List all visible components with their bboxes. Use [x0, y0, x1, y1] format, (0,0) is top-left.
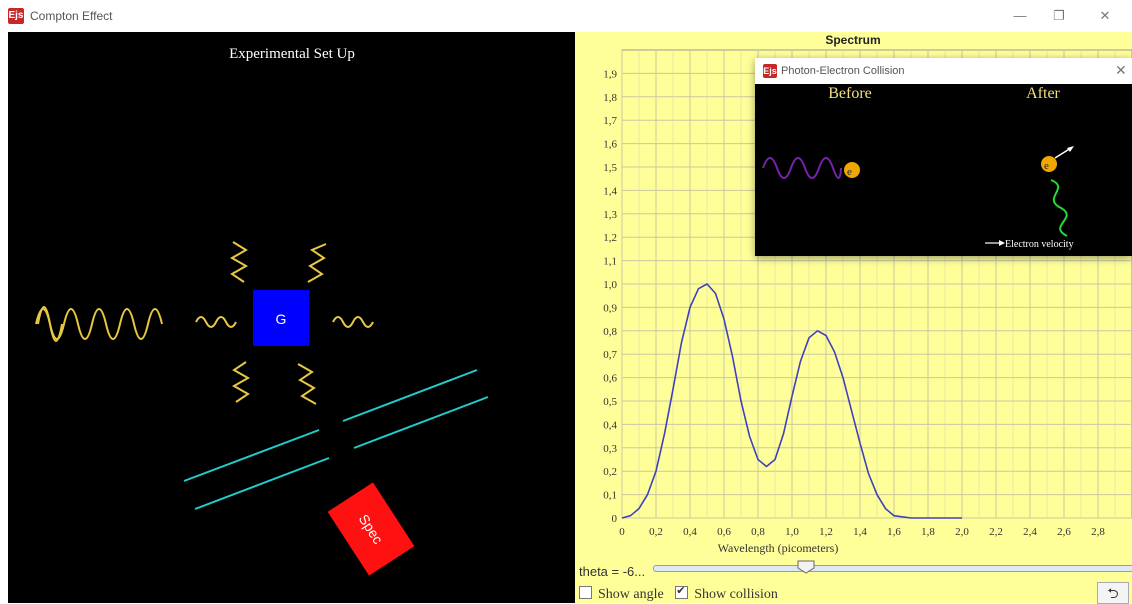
options-row: Show angle Show collision: [579, 584, 786, 603]
y-tick-labels: 0 0,1 0,2 0,3 0,4 0,5 0,6 0,7 0,8 0,9 1,0 1,1 1,2 1,3…: [603, 68, 617, 525]
x-tick-label: 1,4: [853, 526, 867, 538]
photon-after-target: [332, 316, 374, 328]
x-tick-label: 2,4: [1023, 526, 1037, 538]
electron-before-label: e: [847, 166, 852, 178]
x-tick-labels: 0 0,2 0,4 0,6 0,8 1,0 1,2 1,4 1,6 1,8 2,0 2,2 2,4 2,6…: [619, 526, 1105, 538]
y-tick-label: 0,4: [603, 419, 617, 431]
after-label: After: [1026, 85, 1060, 102]
chart-title: Spectrum: [825, 33, 880, 47]
photon-waves: [35, 241, 374, 405]
popup-app-icon: Ejs: [763, 64, 777, 78]
theta-slider-thumb[interactable]: [797, 560, 815, 574]
control-panel: theta = -6... Show angle Show collision …: [575, 557, 1132, 604]
x-tick-label: 0: [619, 526, 625, 538]
collimator-slits: [183, 369, 489, 510]
show-collision-checkbox[interactable]: [675, 584, 689, 599]
y-tick-label: 0: [612, 513, 618, 525]
y-tick-label: 1,3: [603, 209, 617, 221]
x-tick-label: 0,6: [717, 526, 731, 538]
scattered-photon-up-left: [229, 241, 249, 283]
target-label: G: [276, 311, 287, 327]
app-icon: Ejs: [8, 8, 24, 24]
y-tick-label: 1,5: [603, 162, 617, 174]
y-tick-label: 0,7: [603, 349, 617, 361]
spectrometer: Spec: [327, 482, 415, 576]
show-collision-label: Show collision: [694, 587, 778, 602]
x-tick-label: 0,4: [683, 526, 697, 538]
theta-slider-track[interactable]: [653, 565, 1132, 572]
photon-before-target: [195, 316, 237, 328]
x-tick-label: 2,0: [955, 526, 969, 538]
x-tick-label: 1,2: [819, 526, 833, 538]
y-tick-label: 0,9: [603, 302, 617, 314]
scattered-photon-down-right: [297, 363, 317, 405]
scattered-photon-up-right: [307, 243, 327, 283]
x-tick-label: 2,8: [1091, 526, 1105, 538]
y-tick-label: 1,2: [603, 232, 617, 244]
theta-label: theta = -6...: [579, 564, 646, 579]
y-tick-label: 0,1: [603, 490, 617, 502]
experimental-setup-panel: Experimental Set Up G Spec: [8, 32, 575, 603]
collision-popup-window: Ejs Photon-Electron Collision ✕ Before A…: [755, 58, 1132, 256]
collision-diagram: Before After e e Electron velocity: [762, 85, 1074, 250]
y-tick-label: 1,6: [603, 139, 617, 151]
x-tick-label: 1,8: [921, 526, 935, 538]
velocity-legend-label: Electron velocity: [1005, 239, 1074, 250]
x-tick-label: 2,6: [1057, 526, 1071, 538]
close-button[interactable]: ✕: [1099, 8, 1111, 23]
y-tick-label: 0,6: [603, 373, 617, 385]
show-angle-option[interactable]: Show angle: [579, 586, 664, 603]
electron-after-label: e: [1044, 160, 1049, 172]
y-tick-label: 1,9: [603, 68, 617, 80]
show-collision-option[interactable]: Show collision: [675, 584, 778, 603]
setup-drawing: Experimental Set Up G Spec: [35, 46, 489, 576]
show-angle-label: Show angle: [598, 587, 664, 602]
x-tick-label: 0,2: [649, 526, 663, 538]
popup-title-bar: Ejs Photon-Electron Collision ✕: [755, 58, 1132, 84]
popup-title: Photon-Electron Collision: [781, 65, 905, 77]
spectrum-series-line: [621, 282, 962, 519]
y-tick-label: 1,1: [603, 256, 617, 268]
y-tick-label: 0,5: [603, 396, 617, 408]
y-tick-label: 1,8: [603, 92, 617, 104]
minimize-button[interactable]: —: [1013, 8, 1027, 23]
popup-close-button[interactable]: ✕: [1115, 62, 1127, 78]
y-tick-label: 0,3: [603, 443, 617, 455]
y-tick-label: 1,4: [603, 185, 617, 197]
y-tick-label: 0,2: [603, 466, 617, 478]
x-axis-label: Wavelength (picometers): [718, 541, 839, 555]
scattered-photon-icon: [1050, 179, 1068, 237]
x-tick-label: 1,0: [785, 526, 799, 538]
incoming-photon-icon: [762, 157, 842, 179]
x-tick-label: 2,2: [989, 526, 1003, 538]
y-tick-label: 1,0: [603, 279, 617, 291]
before-label: Before: [828, 85, 872, 102]
theta-slider[interactable]: [647, 559, 1132, 575]
y-tick-label: 1,7: [603, 115, 617, 127]
target-box: [253, 290, 309, 346]
x-tick-label: 0,8: [751, 526, 765, 538]
y-tick-label: 0,8: [603, 326, 617, 338]
scattered-photon-down-left: [231, 361, 251, 403]
setup-title: Experimental Set Up: [229, 46, 355, 62]
reset-button[interactable]: ⮌: [1097, 582, 1129, 604]
window-title: Compton Effect: [30, 9, 113, 23]
electron-before-icon: [844, 162, 860, 178]
restore-button[interactable]: ❐: [1053, 8, 1065, 23]
x-tick-label: 1,6: [887, 526, 901, 538]
title-bar: Ejs Compton Effect — ❐ ✕: [0, 0, 1132, 32]
incident-photon-wave-full: [35, 308, 163, 340]
show-angle-checkbox[interactable]: [579, 586, 592, 599]
electron-after-icon: [1041, 156, 1057, 172]
